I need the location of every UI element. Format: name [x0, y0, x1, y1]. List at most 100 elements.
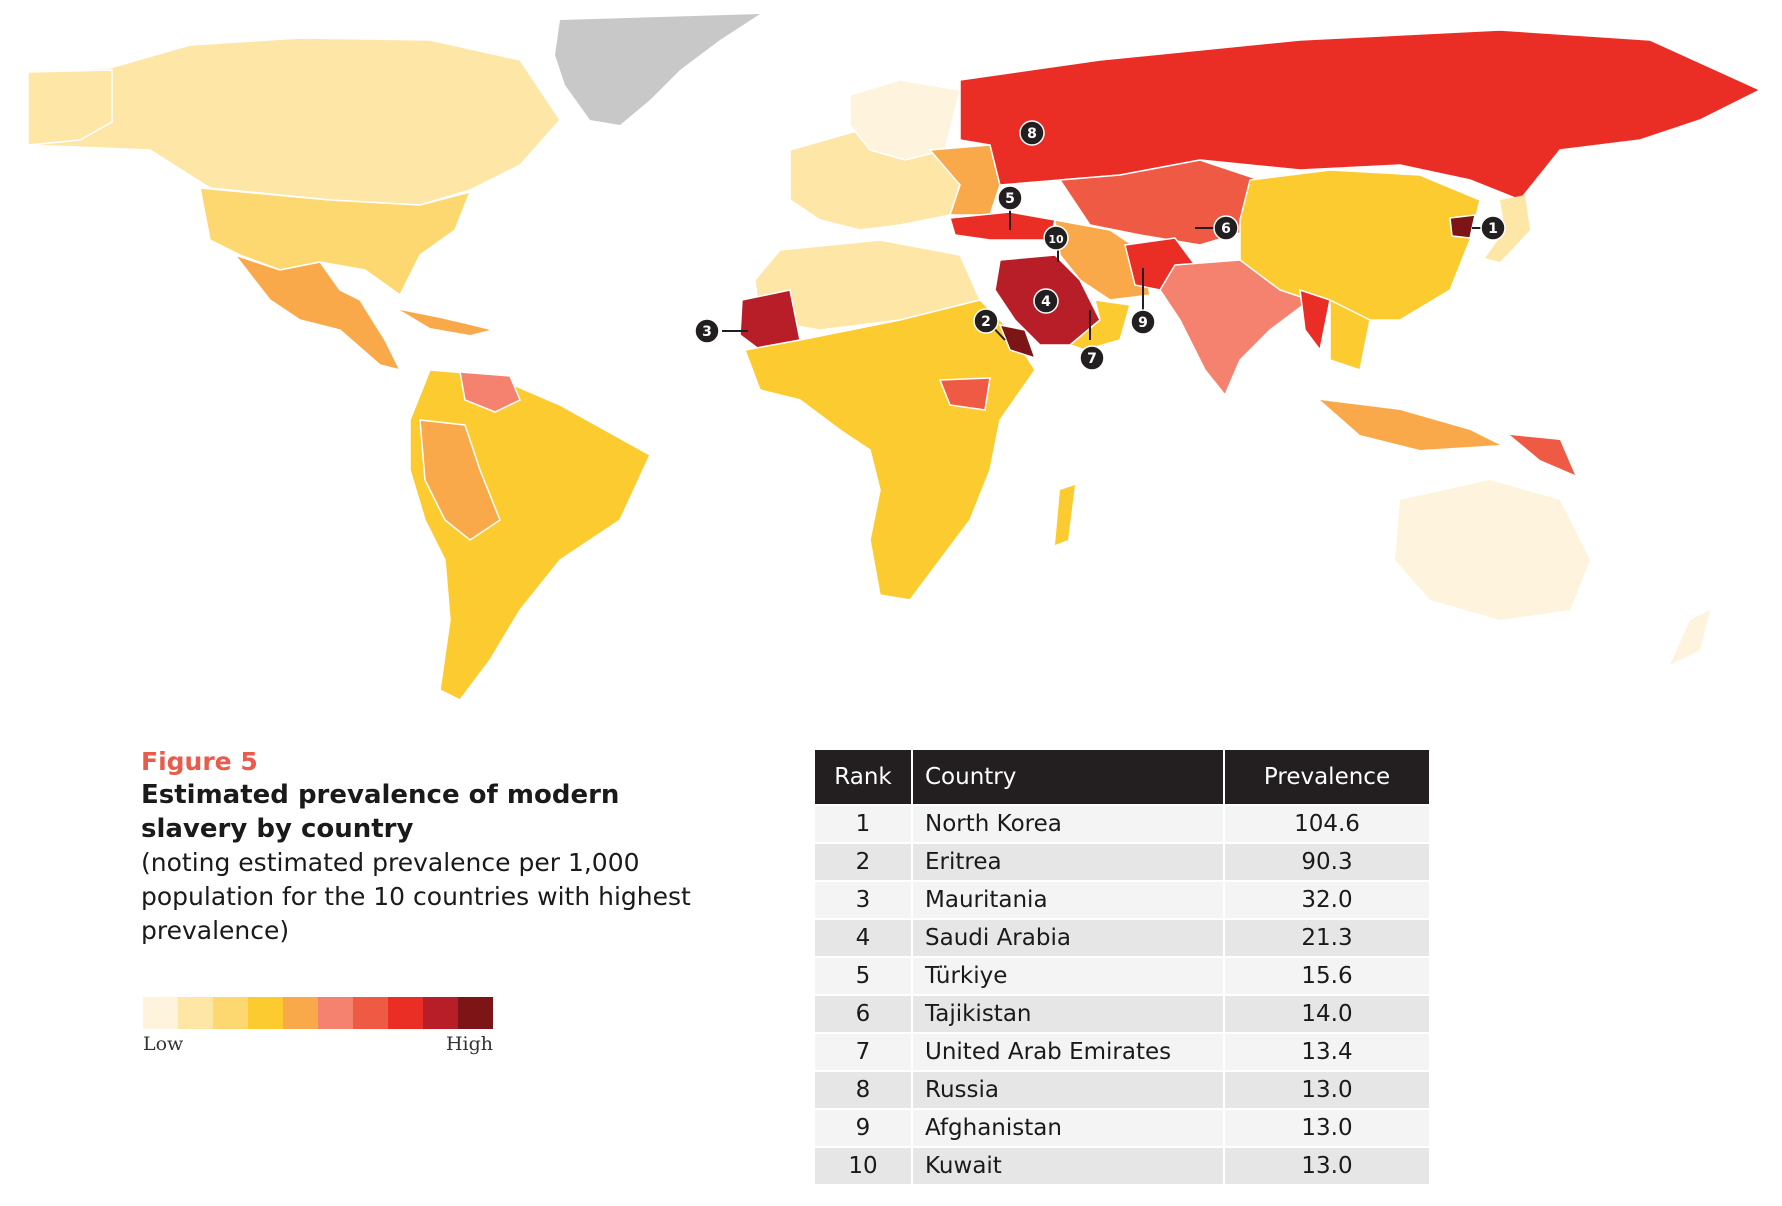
region-south-america	[409, 369, 651, 701]
legend-low-label: Low	[143, 1033, 184, 1055]
cell-prevalence: 21.3	[1224, 918, 1429, 957]
region-southeast-asia	[1329, 298, 1371, 371]
cell-rank: 3	[815, 880, 913, 919]
marker-label: 4	[1041, 294, 1051, 310]
marker-label: 2	[981, 314, 991, 330]
table-row: 7 United Arab Emirates 13.4	[815, 1032, 1429, 1071]
region-canada	[27, 37, 561, 206]
legend-swatch-9	[423, 997, 458, 1029]
legend-high-label: High	[445, 1033, 493, 1055]
table-row: 10 Kuwait 13.0	[815, 1146, 1429, 1184]
marker-rank-9: 9	[1130, 309, 1156, 335]
cell-rank: 4	[815, 918, 913, 957]
marker-rank-4: 4	[1033, 288, 1059, 314]
header-rank: Rank	[815, 750, 913, 805]
region-japan	[1485, 195, 1530, 262]
marker-circle	[1480, 215, 1506, 241]
legend-swatch-6	[318, 997, 353, 1029]
cell-prevalence: 15.6	[1224, 956, 1429, 995]
region-turkiye	[949, 211, 1056, 241]
legend-swatch-1	[143, 997, 178, 1029]
marker-label: 10	[1048, 233, 1064, 246]
cell-country: North Korea	[912, 804, 1225, 843]
cell-rank: 10	[815, 1146, 913, 1184]
cell-prevalence: 32.0	[1224, 880, 1429, 919]
header-country: Country	[912, 750, 1225, 805]
cell-rank: 1	[815, 804, 913, 843]
cell-rank: 7	[815, 1032, 913, 1071]
marker-label: 6	[1221, 221, 1231, 237]
legend-swatch-4	[248, 997, 283, 1029]
cell-rank: 5	[815, 956, 913, 995]
region-sub-saharan-africa	[743, 299, 1036, 601]
table-row: 6 Tajikistan 14.0	[815, 994, 1429, 1033]
cell-prevalence: 13.0	[1224, 1070, 1429, 1109]
cell-rank: 6	[815, 994, 913, 1033]
cell-country: Afghanistan	[912, 1108, 1225, 1147]
legend-swatch-3	[213, 997, 248, 1029]
ranking-table: Rank Country Prevalence 1 North Korea 104.…	[815, 750, 1429, 1184]
ranking-markers: 1 2 3 4 5 6 7 8 9 10	[694, 120, 1506, 371]
marker-rank-8: 8	[1019, 120, 1045, 146]
region-eritrea	[998, 323, 1037, 360]
legend-swatch-5	[283, 997, 318, 1029]
marker-circle	[997, 185, 1023, 211]
region-andes	[419, 419, 501, 541]
marker-rank-3: 3	[694, 318, 720, 344]
marker-circle	[1130, 309, 1156, 335]
region-mexico	[232, 253, 402, 372]
marker-rank-1: 1	[1480, 215, 1506, 241]
cell-rank: 2	[815, 842, 913, 881]
cell-country: United Arab Emirates	[912, 1032, 1225, 1071]
marker-rank-6: 6	[1213, 215, 1239, 241]
figure-number: Figure 5	[141, 747, 258, 776]
region-australia	[1395, 480, 1590, 620]
figure-caption: Figure 5 Estimated prevalence of modern …	[141, 746, 701, 948]
table-header-row: Rank Country Prevalence	[815, 750, 1429, 805]
marker-circle	[694, 318, 720, 344]
cell-country: Russia	[912, 1070, 1225, 1109]
table-row: 2 Eritrea 90.3	[815, 842, 1429, 881]
region-png	[1510, 435, 1575, 475]
marker-circle	[973, 308, 999, 334]
region-alaska	[27, 69, 113, 146]
cell-prevalence: 13.0	[1224, 1146, 1429, 1184]
color-legend: Low High	[143, 997, 493, 1055]
figure-subtitle: (noting estimated prevalence per 1,000 p…	[141, 848, 691, 945]
region-madagascar	[1055, 485, 1075, 545]
marker-label: 7	[1087, 351, 1097, 367]
marker-label: 5	[1005, 191, 1015, 207]
table-row: 4 Saudi Arabia 21.3	[815, 918, 1429, 957]
marker-rank-7: 7	[1079, 345, 1105, 371]
region-north-korea	[1449, 214, 1476, 239]
marker-circle	[1019, 120, 1045, 146]
legend-swatch-8	[388, 997, 423, 1029]
figure-title: Estimated prevalence of modern slavery b…	[141, 780, 620, 844]
region-myanmar	[1299, 288, 1331, 352]
region-new-zealand	[1670, 610, 1710, 665]
region-iran	[1054, 219, 1151, 301]
header-prevalence: Prevalence	[1224, 750, 1429, 805]
marker-circle	[1033, 288, 1059, 314]
region-russia	[959, 29, 1762, 201]
legend-scale-bar	[143, 997, 493, 1029]
cell-prevalence: 13.0	[1224, 1108, 1429, 1147]
cell-prevalence: 104.6	[1224, 804, 1429, 843]
marker-rank-5: 5	[997, 185, 1023, 211]
region-scandinavia	[849, 79, 961, 161]
cell-country: Kuwait	[912, 1146, 1225, 1184]
region-caribbean	[400, 310, 490, 335]
table-row: 8 Russia 13.0	[815, 1070, 1429, 1109]
region-greenland	[555, 14, 760, 125]
cell-country: Eritrea	[912, 842, 1225, 881]
cell-prevalence: 90.3	[1224, 842, 1429, 881]
world-map: 1 2 3 4 5 6 7 8 9 10	[27, 14, 1762, 701]
region-india	[1159, 259, 1312, 397]
marker-label: 3	[702, 324, 712, 340]
cell-prevalence: 13.4	[1224, 1032, 1429, 1071]
table-row: 3 Mauritania 32.0	[815, 880, 1429, 919]
cell-rank: 9	[815, 1108, 913, 1147]
region-indonesia	[1320, 400, 1500, 450]
marker-circle	[1213, 215, 1239, 241]
table-row: 1 North Korea 104.6	[815, 804, 1429, 843]
